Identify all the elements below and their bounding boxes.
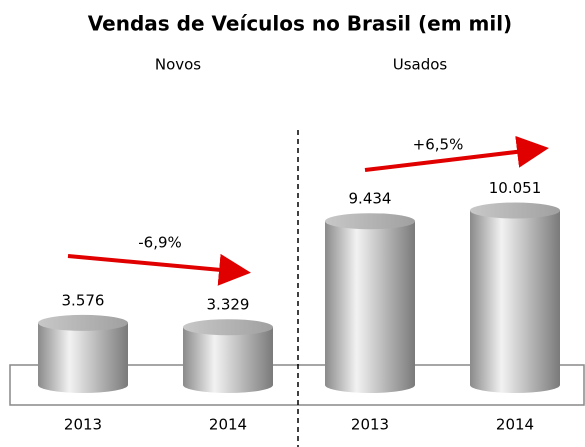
trend-arrow <box>364 135 549 172</box>
x-tick-label: 2013 <box>351 416 389 434</box>
value-label: 3.576 <box>62 291 105 309</box>
annotation: +6,5% <box>413 136 464 154</box>
value-label: 3.329 <box>207 296 250 314</box>
bar-top <box>325 213 415 230</box>
x-tick-label: 2014 <box>209 416 247 434</box>
bar <box>325 221 415 385</box>
value-label: 9.434 <box>349 190 392 208</box>
chart-title: Vendas de Veículos no Brasil (em mil) <box>88 12 512 36</box>
bar <box>38 322 128 385</box>
group-label: Usados <box>393 56 448 74</box>
bar-top <box>470 202 560 219</box>
bar <box>470 210 560 385</box>
group-label: Novos <box>155 56 201 74</box>
bar <box>183 327 273 385</box>
x-tick-label: 2013 <box>64 416 102 434</box>
bar-top <box>183 319 273 336</box>
trend-arrow <box>67 253 251 286</box>
x-tick-label: 2014 <box>496 416 534 434</box>
floor <box>9 364 585 406</box>
bars <box>38 202 560 393</box>
bar-top <box>38 314 128 331</box>
value-label: 10.051 <box>489 179 542 197</box>
annotation: -6,9% <box>138 234 182 252</box>
